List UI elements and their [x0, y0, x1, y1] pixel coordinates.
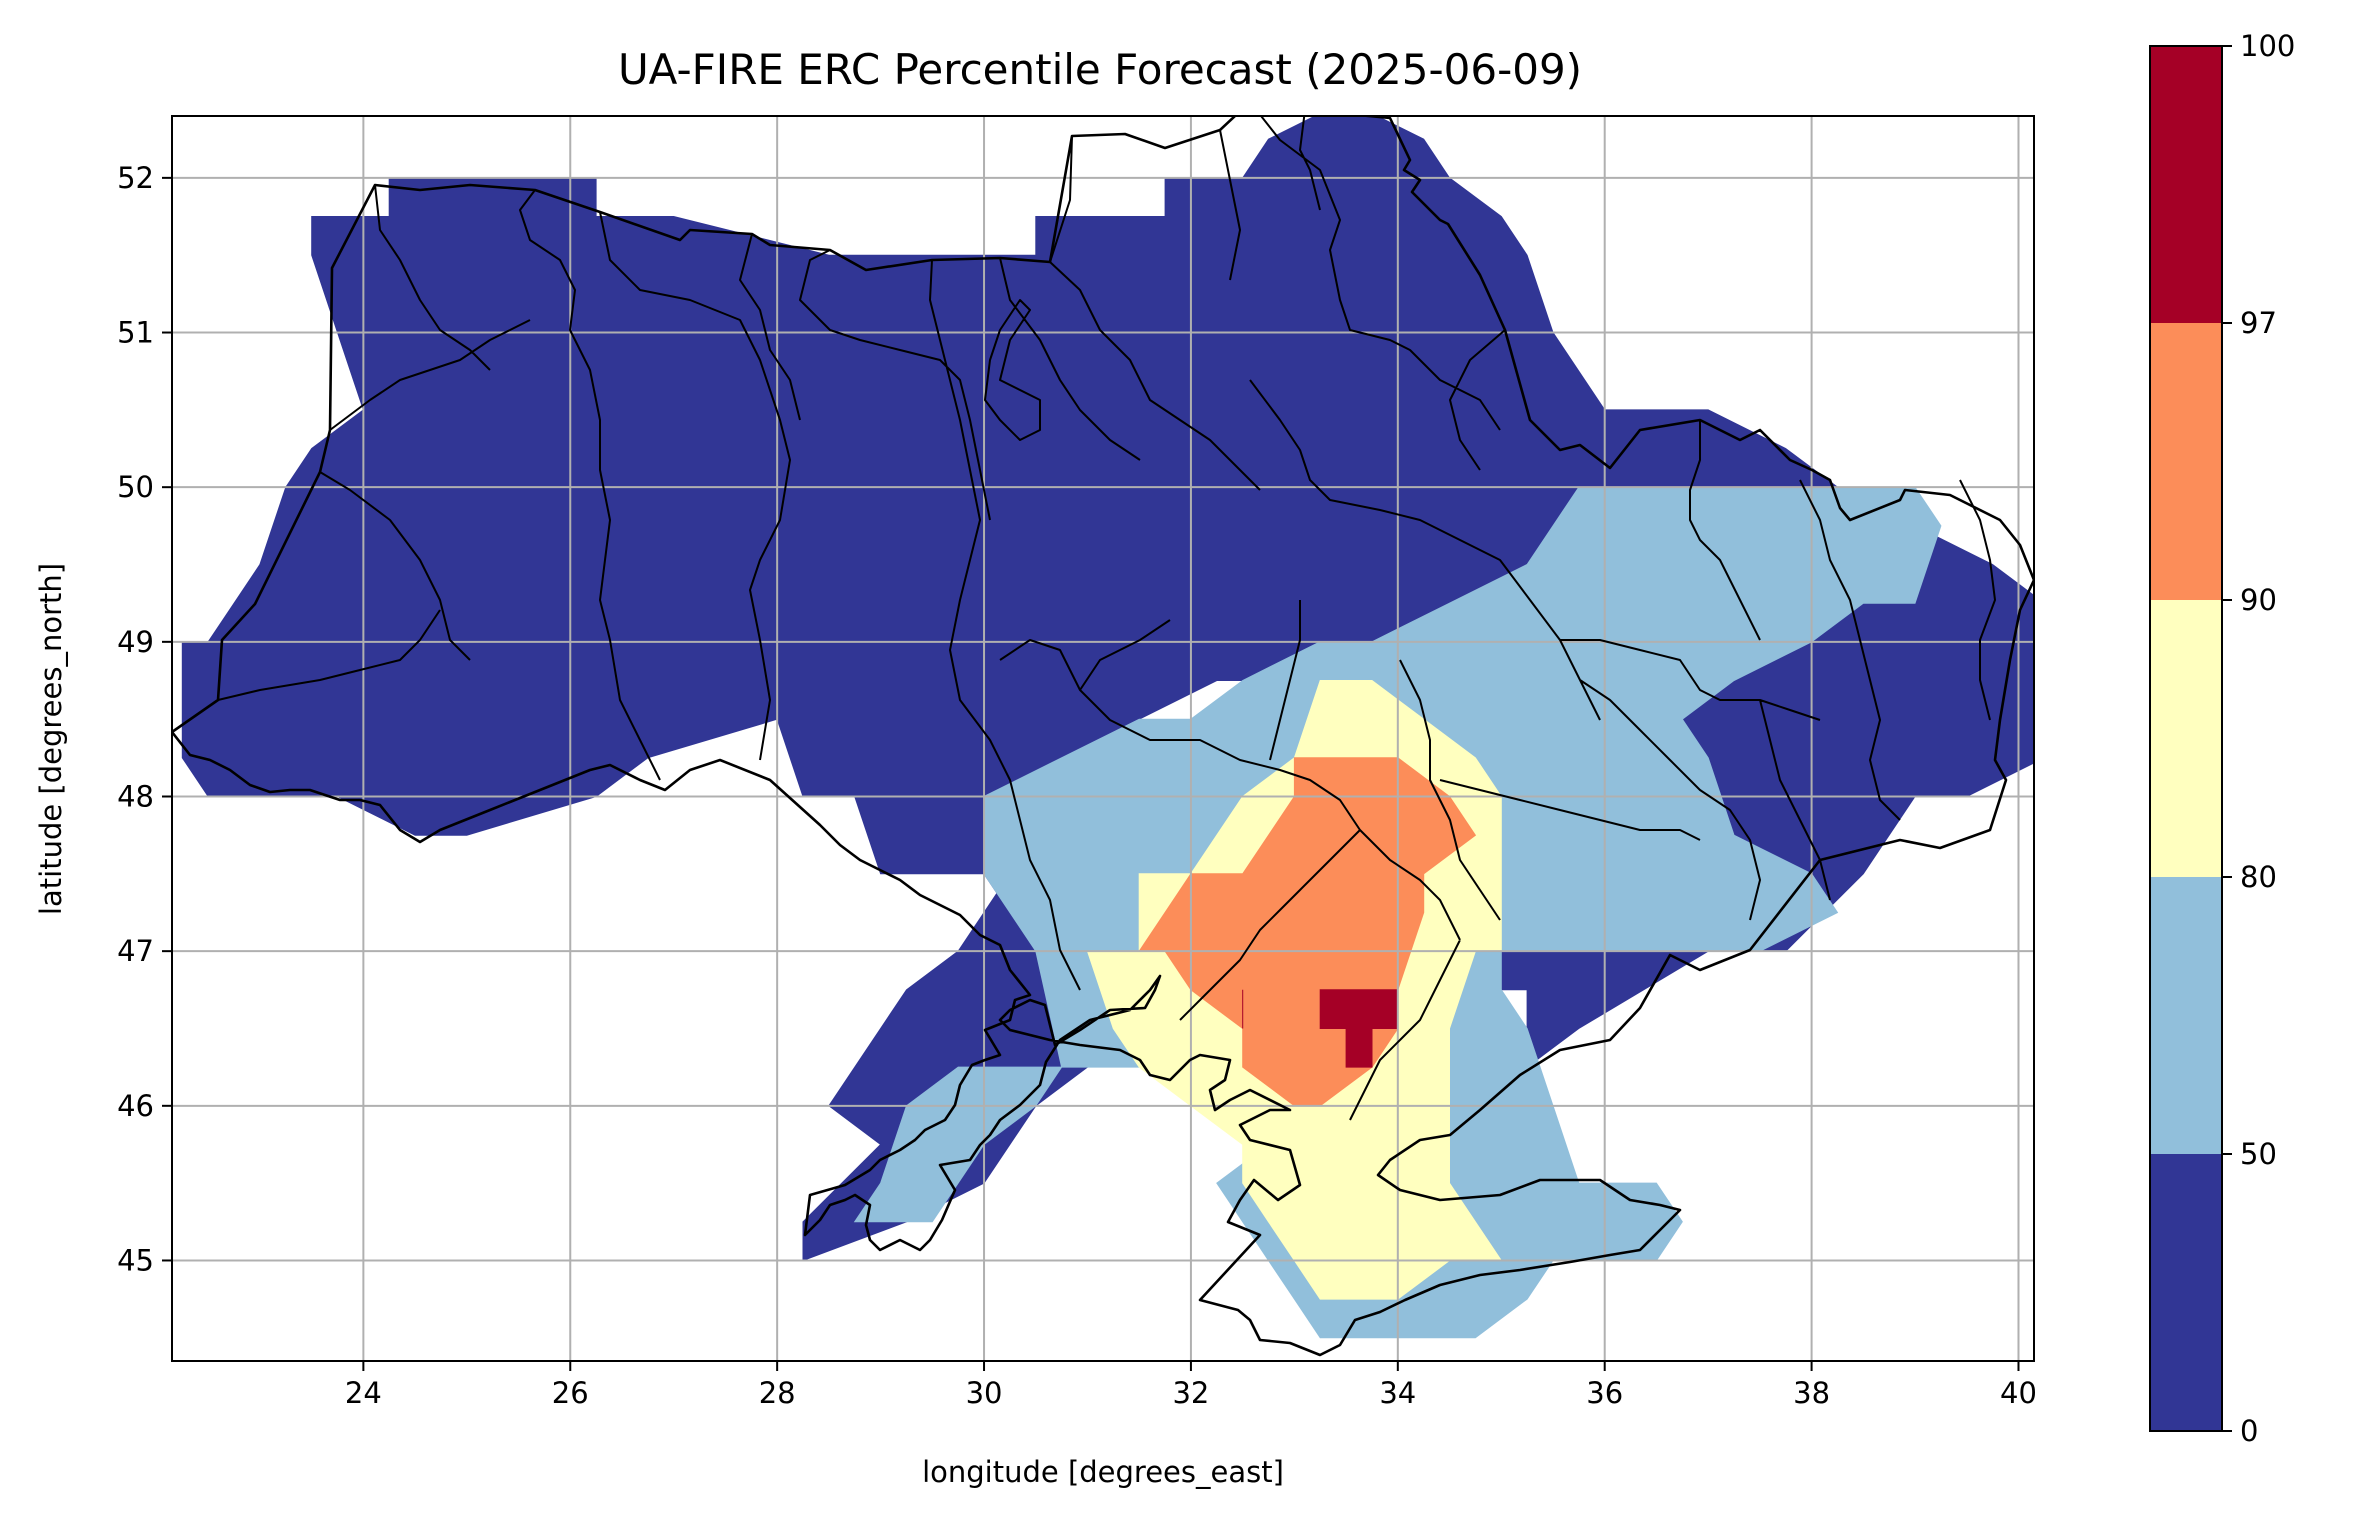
x-tick-label: 40: [2000, 1376, 2037, 1410]
y-tick-label: 45: [117, 1243, 154, 1277]
y-tick-label: 49: [117, 625, 154, 659]
map-axes-frame: [171, 115, 2035, 1362]
x-tick-label: 28: [759, 1376, 796, 1410]
colorbar-segment-80-90: [2150, 600, 2222, 877]
x-tick-label: 30: [966, 1376, 1003, 1410]
colorbar-segment-97-100: [2150, 46, 2222, 323]
ukraine-border: [172, 116, 2034, 1357]
y-axis-label: latitude [degrees_north]: [34, 563, 68, 915]
y-axis-ticks: 45 46 47 48 49 50 51 52: [117, 161, 172, 1277]
colorbar-tick-label: 0: [2240, 1414, 2258, 1448]
boundaries-layer: [172, 116, 2034, 1357]
map-title: UA-FIRE ERC Percentile Forecast (2025-06…: [618, 45, 1582, 94]
y-tick-label: 51: [117, 316, 154, 350]
x-tick-label: 38: [1793, 1376, 1830, 1410]
erc-region-0-to-50-0: [181, 116, 2034, 1262]
colorbar-segment-0-50: [2150, 1154, 2222, 1431]
colorbar-tick-label: 100: [2240, 29, 2295, 63]
x-axis-label: longitude [degrees_east]: [922, 1455, 1284, 1489]
y-tick-label: 52: [117, 161, 154, 195]
colorbar-tick-label: 90: [2240, 583, 2277, 617]
y-tick-label: 46: [117, 1089, 154, 1123]
x-tick-label: 34: [1379, 1376, 1416, 1410]
x-axis-ticks: 24 26 28 30 32 34 36 38 40: [345, 1361, 2037, 1410]
colorbar-segment-90-97: [2150, 323, 2222, 600]
colorbar: 0 50 80 90 97 100: [2149, 29, 2295, 1448]
colorbar-tick-label: 50: [2240, 1137, 2277, 1171]
oblast-boundaries: [217, 116, 1996, 1121]
x-tick-label: 32: [1172, 1376, 1209, 1410]
y-tick-label: 50: [117, 470, 154, 504]
colorbar-segment-50-80: [2150, 877, 2222, 1154]
colorbar-frame: [2149, 45, 2223, 1432]
x-tick-label: 24: [345, 1376, 382, 1410]
y-tick-label: 48: [117, 779, 154, 813]
x-tick-label: 36: [1586, 1376, 1623, 1410]
y-tick-label: 47: [117, 934, 154, 968]
x-tick-label: 26: [552, 1376, 589, 1410]
colorbar-tick-label: 80: [2240, 860, 2277, 894]
colorbar-tick-label: 97: [2240, 306, 2277, 340]
